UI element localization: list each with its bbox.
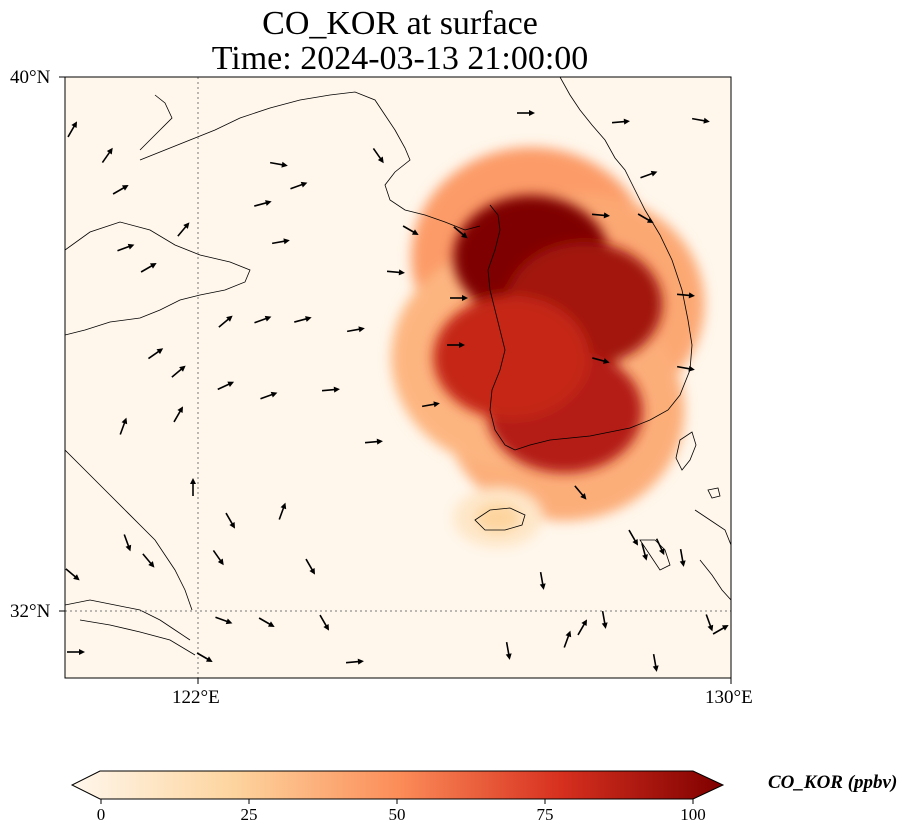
map-title-line-1: CO_KOR at surface <box>262 5 538 42</box>
wind-arrow <box>637 213 654 223</box>
wind-arrow <box>254 200 272 207</box>
wind-arrow <box>447 342 465 348</box>
wind-arrow <box>453 226 468 239</box>
wind-arrow <box>123 534 132 552</box>
wind-arrow <box>319 614 329 631</box>
colorbar-tick-label: 0 <box>96 805 106 824</box>
wind-arrow <box>345 658 364 665</box>
map-frame <box>64 76 732 679</box>
wind-arrow <box>101 147 113 164</box>
lon-tick-label: 122°E <box>172 687 220 708</box>
wind-arrow <box>679 548 686 567</box>
wind-arrow <box>196 652 213 662</box>
concentration-hotspot <box>433 295 590 420</box>
wind-arrow <box>142 553 155 568</box>
wind-arrow <box>112 185 129 195</box>
axis-ticks <box>59 76 732 684</box>
wind-arrow <box>574 485 587 500</box>
map-title-line-2: Time: 2024-03-13 21:00:00 <box>211 40 589 77</box>
wind-vectors <box>65 110 750 672</box>
wind-arrow <box>67 649 85 655</box>
gridlines <box>65 77 731 678</box>
wind-arrow <box>628 529 638 546</box>
colorbar-tick-label: 75 <box>536 805 554 824</box>
wind-arrow <box>225 512 235 529</box>
wind-arrow <box>732 183 750 189</box>
colorbar-tick-label: 50 <box>388 805 406 824</box>
wind-arrow <box>147 348 164 360</box>
concentration-core <box>433 195 663 532</box>
wind-arrow <box>652 653 659 672</box>
wind-arrow <box>294 316 312 323</box>
wind-arrow <box>173 406 183 423</box>
wind-arrow <box>117 243 135 252</box>
wind-arrow <box>119 417 128 435</box>
wind-arrow <box>601 610 608 629</box>
wind-arrow <box>321 386 340 393</box>
wind-arrow <box>212 549 224 566</box>
concentration-field <box>391 147 705 548</box>
wind-arrow <box>539 571 546 590</box>
wind-arrow <box>254 315 272 324</box>
wind-arrow <box>305 558 315 575</box>
wind-arrow <box>640 170 658 179</box>
wind-arrow <box>386 269 405 276</box>
wind-arrow <box>278 502 287 520</box>
wind-arrow <box>611 118 630 125</box>
wind-arrow <box>372 147 384 164</box>
wind-arrow <box>190 478 196 496</box>
wind-arrow <box>712 625 729 635</box>
wind-arrow <box>65 568 80 581</box>
colorbar-tick-label: 100 <box>680 805 706 824</box>
wind-arrow <box>218 315 233 328</box>
lat-tick-label: 40°N <box>10 67 51 88</box>
wind-arrow <box>402 225 419 235</box>
wind-arrow <box>450 295 468 301</box>
wind-arrow <box>260 391 278 400</box>
map-layers <box>65 77 750 678</box>
wind-arrow <box>563 630 572 648</box>
wind-arrow <box>577 619 587 636</box>
wind-arrow <box>177 222 190 237</box>
wind-arrow <box>171 365 186 378</box>
wind-arrow <box>258 617 275 627</box>
wind-arrow <box>290 181 308 190</box>
lon-tick-label: 130°E <box>705 687 753 708</box>
wind-arrow <box>592 357 610 364</box>
wind-arrow <box>641 543 648 561</box>
colorbar-tick-label: 25 <box>240 805 258 824</box>
wind-arrow <box>691 117 710 124</box>
wind-arrow <box>421 401 440 408</box>
colorbar-bar <box>70 770 725 800</box>
lat-tick-label: 32°N <box>10 601 51 622</box>
wind-arrow <box>676 365 695 372</box>
wind-arrow <box>591 212 610 219</box>
wind-arrow <box>215 616 233 625</box>
wind-arrow <box>346 326 365 333</box>
wind-arrow <box>140 263 157 273</box>
wind-arrow <box>269 161 288 168</box>
wind-arrow <box>505 641 512 660</box>
wind-arrow <box>67 121 77 138</box>
concentration-hotspot <box>475 503 520 532</box>
wind-arrow <box>705 614 714 632</box>
wind-arrow <box>217 381 235 391</box>
wind-arrow <box>271 238 290 245</box>
colorbar <box>70 770 725 804</box>
coastlines <box>65 77 731 656</box>
colorbar-title: CO_KOR (ppbv) <box>768 772 898 793</box>
wind-arrow <box>517 110 535 116</box>
wind-arrow <box>364 438 383 445</box>
wind-arrow <box>655 538 665 556</box>
wind-arrow <box>676 292 695 299</box>
